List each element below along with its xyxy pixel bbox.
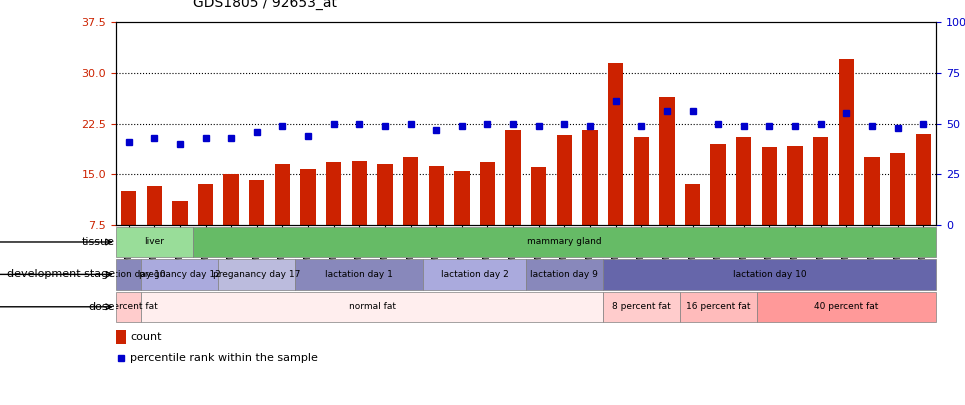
Text: 16 percent fat: 16 percent fat bbox=[686, 302, 751, 311]
Text: percentile rank within the sample: percentile rank within the sample bbox=[130, 353, 317, 362]
Bar bbox=[116, 259, 142, 290]
Bar bbox=[603, 292, 679, 322]
Bar bbox=[634, 137, 649, 225]
Bar bbox=[249, 179, 264, 225]
Text: development stage: development stage bbox=[7, 269, 115, 279]
Text: preganancy day 17: preganancy day 17 bbox=[213, 270, 300, 279]
Text: normal fat: normal fat bbox=[348, 302, 396, 311]
Bar bbox=[582, 130, 597, 225]
Bar bbox=[300, 169, 316, 225]
Bar bbox=[736, 137, 752, 225]
Bar bbox=[116, 330, 126, 344]
Text: tissue: tissue bbox=[82, 237, 115, 247]
Bar bbox=[531, 167, 546, 225]
Bar bbox=[480, 162, 495, 225]
Bar bbox=[526, 259, 603, 290]
Text: 8 percent fat: 8 percent fat bbox=[612, 302, 671, 311]
Bar bbox=[865, 157, 880, 225]
Text: dose: dose bbox=[89, 302, 115, 312]
Bar bbox=[116, 227, 193, 257]
Bar bbox=[506, 130, 521, 225]
Bar bbox=[603, 259, 936, 290]
Bar bbox=[787, 146, 803, 225]
Bar bbox=[757, 292, 936, 322]
Bar bbox=[424, 259, 526, 290]
Bar bbox=[403, 157, 418, 225]
Bar bbox=[428, 166, 444, 225]
Bar bbox=[679, 292, 757, 322]
Bar bbox=[455, 171, 470, 225]
Text: 8 percent fat: 8 percent fat bbox=[99, 302, 158, 311]
Text: lactation day 1: lactation day 1 bbox=[325, 270, 394, 279]
Bar bbox=[685, 184, 701, 225]
Text: lactation day 9: lactation day 9 bbox=[531, 270, 598, 279]
Bar bbox=[710, 144, 726, 225]
Bar bbox=[839, 60, 854, 225]
Bar bbox=[218, 259, 295, 290]
Text: pregnancy day 12: pregnancy day 12 bbox=[139, 270, 221, 279]
Text: lactation day 10: lactation day 10 bbox=[92, 270, 165, 279]
Bar bbox=[890, 153, 905, 225]
Bar bbox=[295, 259, 424, 290]
Text: lactation day 10: lactation day 10 bbox=[732, 270, 806, 279]
Bar bbox=[224, 174, 239, 225]
Text: count: count bbox=[130, 332, 161, 342]
Bar bbox=[377, 164, 393, 225]
Bar bbox=[659, 96, 675, 225]
Bar bbox=[916, 134, 931, 225]
Text: liver: liver bbox=[144, 237, 164, 247]
Bar bbox=[557, 135, 572, 225]
Text: 40 percent fat: 40 percent fat bbox=[814, 302, 878, 311]
Bar bbox=[198, 184, 213, 225]
Text: lactation day 2: lactation day 2 bbox=[441, 270, 509, 279]
Bar bbox=[761, 147, 777, 225]
Bar bbox=[813, 137, 828, 225]
Bar bbox=[116, 292, 142, 322]
Bar bbox=[172, 201, 187, 225]
Bar bbox=[121, 191, 136, 225]
Bar bbox=[142, 292, 603, 322]
Bar bbox=[142, 259, 218, 290]
Bar bbox=[608, 63, 623, 225]
Bar bbox=[326, 162, 342, 225]
Bar bbox=[147, 186, 162, 225]
Text: GDS1805 / 92653_at: GDS1805 / 92653_at bbox=[193, 0, 337, 10]
Bar bbox=[275, 164, 290, 225]
Text: mammary gland: mammary gland bbox=[527, 237, 602, 247]
Bar bbox=[351, 161, 367, 225]
